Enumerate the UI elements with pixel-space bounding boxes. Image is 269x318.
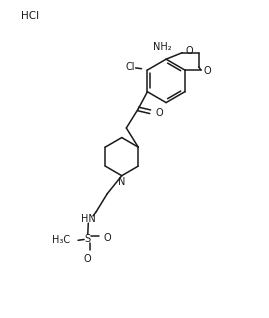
Text: O: O — [155, 108, 163, 118]
Text: N: N — [118, 177, 125, 187]
Text: NH₂: NH₂ — [153, 42, 171, 52]
Text: O: O — [204, 66, 211, 76]
Text: S: S — [85, 234, 91, 244]
Text: HN: HN — [81, 214, 96, 224]
Text: H₃C: H₃C — [52, 235, 70, 245]
Text: O: O — [185, 46, 193, 56]
Text: O: O — [84, 254, 91, 264]
Text: O: O — [103, 233, 111, 243]
Text: Cl: Cl — [126, 62, 135, 73]
Text: HCl: HCl — [21, 11, 39, 21]
